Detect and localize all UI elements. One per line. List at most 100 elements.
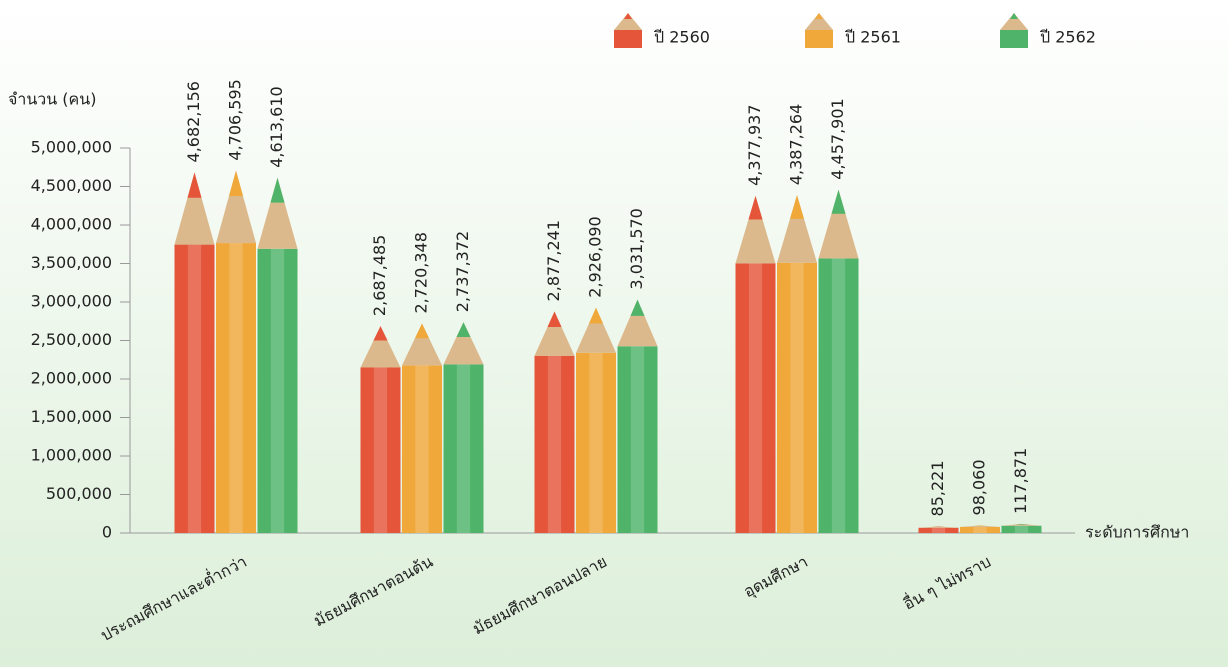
pencil-body [174,244,215,533]
value-label: 2,926,090 [586,216,605,297]
pencil-lead [415,323,429,339]
legend-label: ปี 2561 [845,28,901,47]
pencil-lead [831,189,846,214]
pencil-lead [229,170,243,196]
y-tick-label: 4,000,000 [31,215,112,234]
bar [257,177,298,533]
pencil-body [960,526,1000,533]
pencil-lead [456,322,471,337]
pencil-wood [617,299,658,347]
legend-lead [624,13,632,19]
pencil-lead [187,172,202,198]
value-label: 2,720,348 [412,232,431,313]
pencil-wood [534,311,575,356]
legend-lead [1010,13,1018,19]
pencil-lead [748,195,763,220]
pencil-body [777,262,817,533]
pencil-stripe [270,248,285,533]
y-tick-label: 2,500,000 [31,330,112,349]
pencil-stripe [790,262,804,533]
legend-tip [805,13,833,30]
y-tick-label: 0 [102,523,112,542]
value-label: 4,387,264 [787,104,806,185]
legend-label: ปี 2560 [654,28,710,47]
pencil-wood [216,170,256,244]
bar [402,323,442,533]
value-label: 2,737,372 [453,231,472,312]
pencil-stripe [373,367,388,533]
bar [960,525,1000,533]
pencil-body [360,367,401,533]
pencil-body [1001,525,1042,533]
pencil-body [617,346,658,533]
pencil-body [918,527,959,533]
bar [174,172,215,533]
value-label: 4,706,595 [226,79,245,160]
bar [818,189,859,533]
pencil-wood [360,326,401,368]
pencil-lead [1014,523,1029,525]
pencil-lead [373,326,388,341]
value-label: 4,682,156 [184,81,203,162]
pencil-stripe [931,527,946,533]
pencil-body [402,365,442,533]
legend-label: ปี 2562 [1040,28,1096,47]
y-tick-label: 1,500,000 [31,407,112,426]
pencil-body [216,243,256,534]
legend-swatch [805,30,833,48]
bar [1001,523,1042,533]
pencil-wood [402,323,442,366]
pencil-stripe [630,346,645,533]
bar [443,322,484,533]
value-label: 4,457,901 [828,98,847,179]
pencil-body [257,248,298,533]
pencil-stripe [748,263,763,533]
pencil-stripe [973,526,987,533]
bar [360,326,401,533]
pencil-stripe [187,244,202,533]
pencil-stripe [456,364,471,533]
value-label: 117,871 [1011,448,1030,514]
pencil-lead [973,525,987,526]
legend-swatch [614,30,642,48]
pencil-body [576,352,616,533]
value-label: 4,613,610 [267,86,286,167]
pencil-lead [547,311,562,327]
y-tick-label: 4,500,000 [31,176,112,195]
y-tick-label: 500,000 [46,484,112,503]
pencil-body [534,355,575,533]
y-tick-label: 3,500,000 [31,253,112,272]
y-tick-label: 2,000,000 [31,369,112,388]
pencil-stripe [1014,525,1029,533]
pencil-wood [777,195,817,263]
bar [617,299,658,533]
legend-tip [614,13,642,30]
value-label: 4,377,937 [745,104,764,185]
bar [576,307,616,533]
bar [918,526,959,533]
bar [534,311,575,533]
y-axis-title: จำนวน (คน) [8,90,96,109]
pencil-wood [735,195,776,264]
pencil-body [735,263,776,533]
x-axis-title: ระดับการศึกษา [1085,523,1189,542]
pencil-stripe [547,355,562,533]
value-label: 85,221 [928,460,947,516]
pencil-lead [270,177,285,203]
pencil-lead [589,307,603,324]
pencil-lead [790,195,804,219]
pencil-stripe [589,352,603,533]
pencil-stripe [229,243,243,534]
legend-lead [815,13,823,19]
pencil-stripe [831,258,846,533]
pencil-wood [1001,523,1042,526]
value-label: 2,877,241 [544,220,563,301]
legend-swatch [1000,30,1028,48]
pencil-wood [443,322,484,365]
pencil-wood [918,526,959,528]
pencil-body [443,364,484,533]
pencil-wood [960,525,1000,527]
pencil-body [818,258,859,533]
pencil-wood [257,177,298,249]
pencil-stripe [415,365,429,533]
